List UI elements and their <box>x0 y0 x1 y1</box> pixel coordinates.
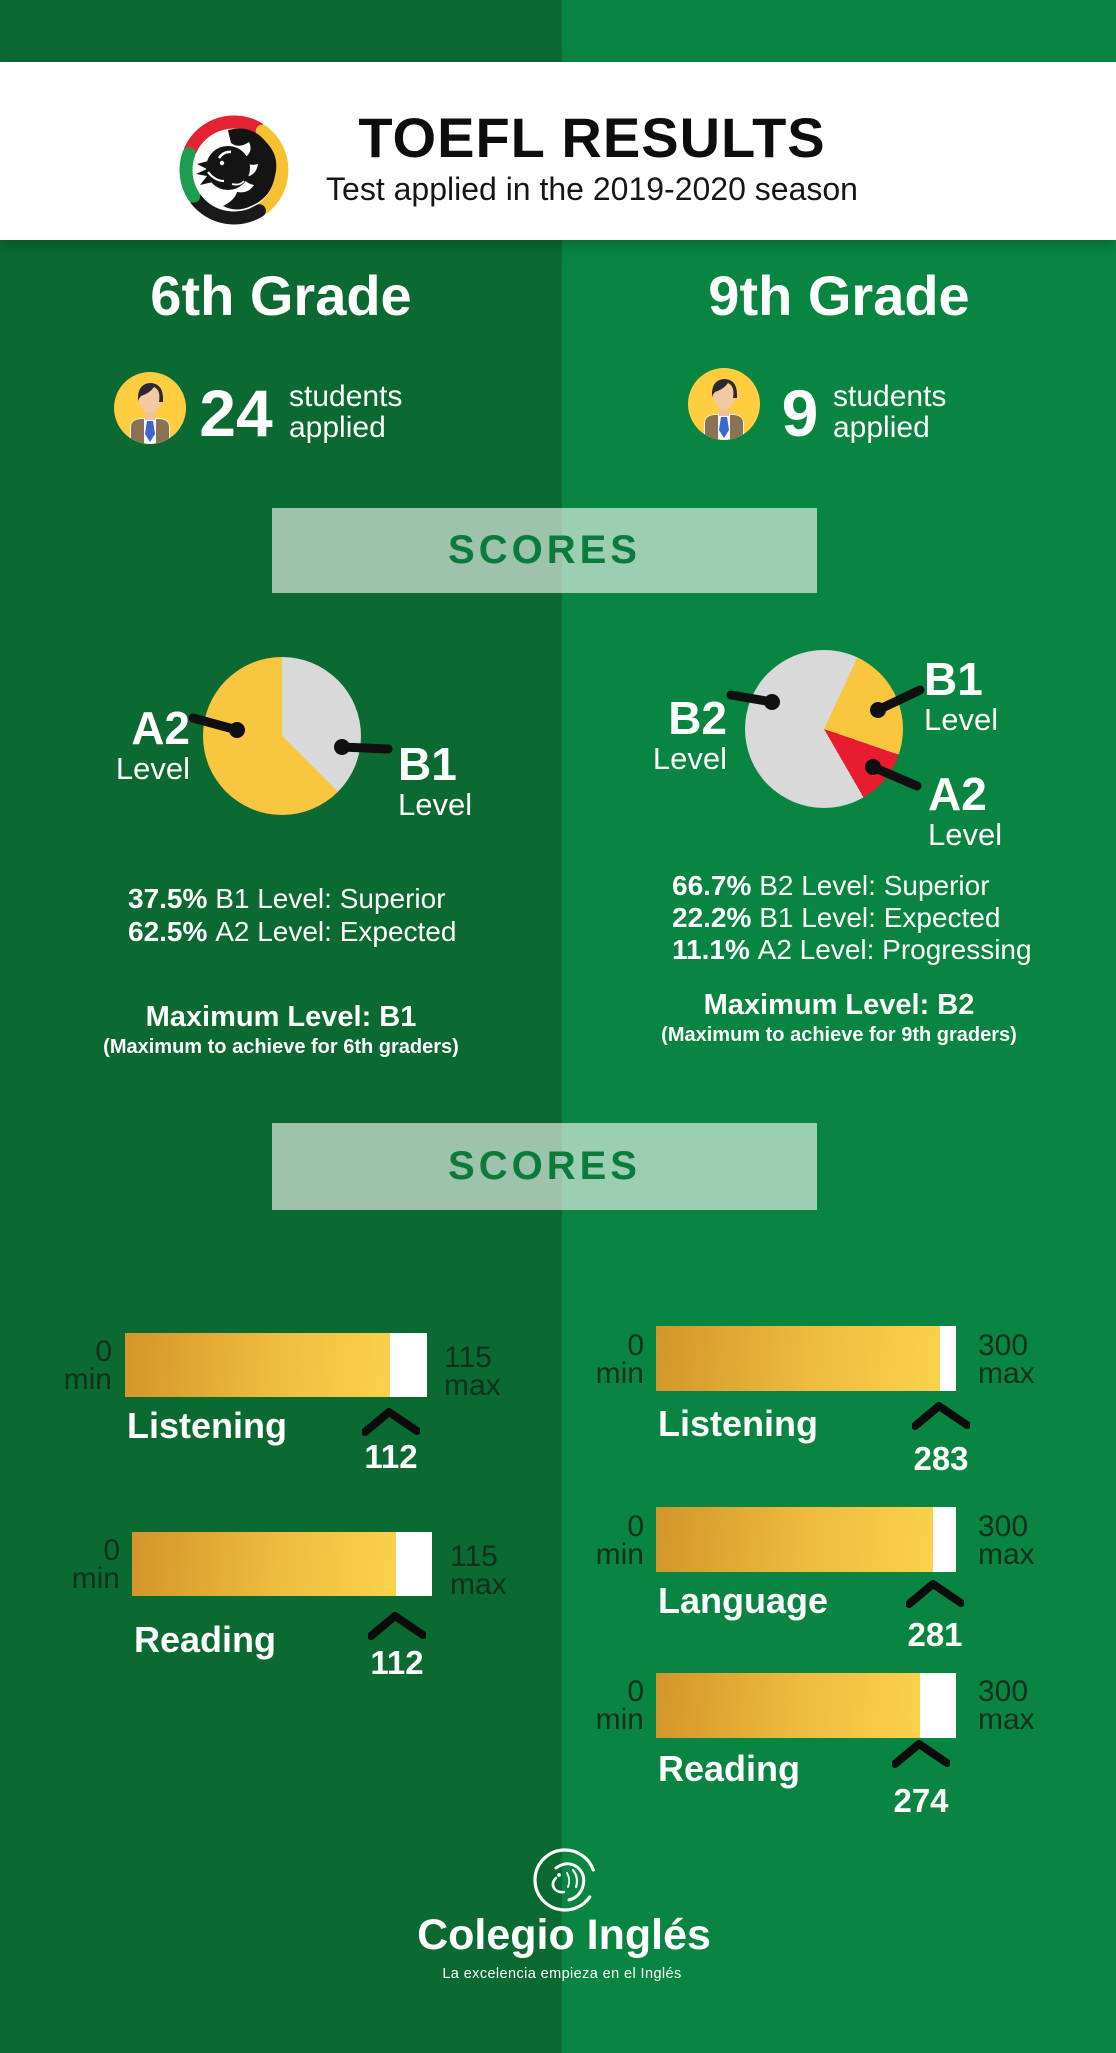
footer-tagline: La excelencia empieza en el Inglés <box>442 1966 682 1982</box>
b2-level-word: Level <box>652 741 727 776</box>
grade9-a2-label: A2 Level <box>928 770 1002 851</box>
grade6-a2-label: A2 Level <box>55 704 190 785</box>
footer-lion-logo <box>533 1848 597 1912</box>
a2-level-code: A2 <box>131 702 190 754</box>
grade9-reading-bar <box>656 1673 956 1738</box>
b1-level-code: B1 <box>398 738 457 790</box>
footer-school-name: Colegio Inglés <box>417 1911 711 1959</box>
score-marker-chevron-icon <box>892 1740 950 1768</box>
grade6-max-note: (Maximum to achieve for 6th graders) <box>103 1036 459 1058</box>
score-marker-chevron-icon <box>906 1580 964 1608</box>
bar-fill <box>132 1532 396 1596</box>
a2-level-word: Level <box>928 817 1003 852</box>
page-subtitle: Test applied in the 2019-2020 season <box>326 171 858 207</box>
score-marker-chevron-icon <box>362 1408 420 1436</box>
grade9-listening-bar <box>656 1326 956 1391</box>
grade6-pie-chart <box>203 657 361 815</box>
grade9-reading-min: 0 min <box>595 1675 644 1736</box>
legend-line: 62.5% A2 Level: Expected <box>128 916 457 947</box>
grade6-reading-bar <box>132 1532 432 1596</box>
callout-dot-b1 <box>334 739 350 755</box>
bar-fill <box>656 1673 920 1738</box>
grade9-max-level: Maximum Level: B2 <box>703 989 975 1021</box>
a2-level-word: Level <box>115 751 190 786</box>
grade9-pie-chart <box>745 650 903 808</box>
legend-line: 66.7% B2 Level: Superior <box>672 870 990 901</box>
grade6-student-avatar-icon <box>114 372 186 444</box>
grade6-listening-max: 115 max <box>444 1341 501 1402</box>
score-marker-chevron-icon <box>912 1402 970 1430</box>
grade9-max-note: (Maximum to achieve for 9th graders) <box>661 1024 1017 1046</box>
grade6-reading-max: 115 max <box>450 1540 507 1601</box>
grade9-pie-legend: 66.7% B2 Level: Superior 22.2% B1 Level:… <box>672 870 1032 966</box>
grade9-reading-max: 300 max <box>978 1675 1035 1736</box>
a2-level-code: A2 <box>928 768 987 820</box>
grade6-student-count: 24 <box>199 376 273 450</box>
grade6-listening-score: 112 <box>364 1438 418 1475</box>
bar-fill <box>125 1333 391 1397</box>
grade6-max-level: Maximum Level: B1 <box>145 1001 417 1033</box>
grade9-listening-score: 283 <box>913 1440 969 1477</box>
grade6-listening-label: Listening <box>127 1405 287 1446</box>
grade9-listening-label: Listening <box>658 1403 818 1444</box>
scores-banner-text: SCORES <box>448 528 641 572</box>
grade6-heading: 6th Grade <box>150 264 412 327</box>
legend-line: 22.2% B1 Level: Expected <box>672 902 1001 933</box>
callout-dot-a2 <box>865 759 881 775</box>
grade9-pie-callouts <box>726 685 925 791</box>
scores-banner-text: SCORES <box>448 1144 641 1188</box>
b1-level-word: Level <box>398 787 473 822</box>
grade9-language-max: 300 max <box>978 1510 1035 1571</box>
grade9-reading-label: Reading <box>658 1748 801 1789</box>
grade9-student-count: 9 <box>781 376 819 450</box>
grade6-listening-min: 0 min <box>63 1335 112 1396</box>
grade6-b1-label: B1 Level <box>398 740 472 821</box>
grade9-b1-label: B1 Level <box>924 655 998 736</box>
students-word: students <box>833 380 947 413</box>
grade6-students-label: students applied <box>289 381 402 443</box>
school-lion-logo <box>179 115 289 225</box>
bar-fill <box>656 1507 933 1572</box>
callout-dot-b1 <box>870 702 886 718</box>
grade9-language-min: 0 min <box>595 1510 644 1571</box>
grade9-language-label: Language <box>658 1580 829 1621</box>
grade9-language-score: 281 <box>907 1616 963 1653</box>
b2-level-code: B2 <box>668 692 727 744</box>
score-marker-chevron-icon <box>368 1612 426 1640</box>
students-word: students <box>289 380 403 413</box>
applied-word: applied <box>833 411 930 444</box>
page-title: TOEFL RESULTS <box>358 106 826 169</box>
bar-fill <box>656 1326 940 1391</box>
grade6-column-background <box>0 0 562 2053</box>
grade6-listening-bar <box>125 1333 427 1397</box>
legend-line: 37.5% B1 Level: Superior <box>128 883 446 914</box>
callout-dot-a2 <box>229 722 245 738</box>
callout-dot-b2 <box>764 694 780 710</box>
scores-banner-levels: SCORES <box>272 508 817 593</box>
grade9-heading: 9th Grade <box>708 264 970 327</box>
grade6-pie-legend: 37.5% B1 Level: Superior 62.5% A2 Level:… <box>128 882 456 948</box>
grade9-language-bar <box>656 1507 956 1572</box>
grade9-student-avatar-icon <box>688 368 760 440</box>
grade9-b2-label: B2 Level <box>590 694 727 775</box>
grade9-listening-min: 0 min <box>595 1329 644 1390</box>
grade9-students-label: students applied <box>833 381 946 443</box>
grade6-reading-min: 0 min <box>71 1534 120 1595</box>
legend-line: 11.1% A2 Level: Progressing <box>672 934 1032 965</box>
grade6-pie-callouts <box>188 713 393 755</box>
b1-level-code: B1 <box>924 653 983 705</box>
applied-word: applied <box>289 411 386 444</box>
grade9-listening-max: 300 max <box>978 1329 1035 1390</box>
lion-head-glyph <box>196 128 277 210</box>
scores-banner-sections: SCORES <box>272 1123 817 1210</box>
grade6-reading-label: Reading <box>134 1619 277 1660</box>
grade9-reading-score: 274 <box>893 1782 949 1819</box>
grade6-reading-score: 112 <box>370 1644 424 1681</box>
b1-level-word: Level <box>924 702 999 737</box>
